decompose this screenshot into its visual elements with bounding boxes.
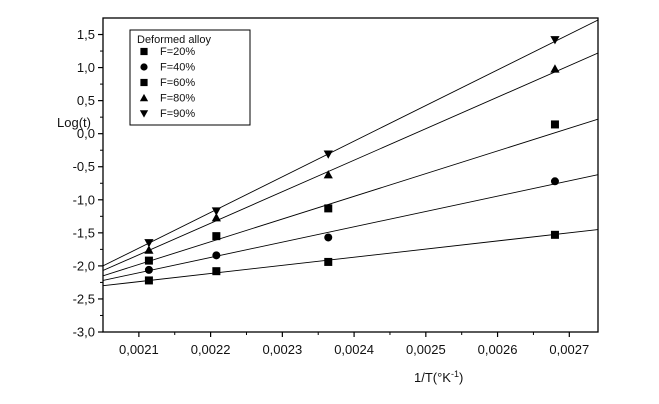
data-point-series-2: [324, 233, 333, 242]
data-point-series-3: [550, 120, 559, 129]
data-point-series-4: [144, 245, 154, 254]
fit-line-series-4: [103, 52, 598, 271]
legend-marker: [140, 78, 148, 87]
legend-title: Deformed alloy: [137, 34, 211, 46]
legend-label: F=80%: [160, 93, 195, 105]
x-tick-label: 0,0026: [478, 342, 518, 357]
fit-line-series-1: [103, 229, 598, 287]
data-point-series-4: [323, 170, 333, 179]
x-axis-label-main: 1/T(°K: [414, 370, 451, 385]
legend-label: F=20%: [160, 46, 195, 58]
data-point-series-5: [144, 239, 154, 248]
legend-items: F=20% F=40% F=60% F=80% F=90%: [139, 46, 195, 120]
data-point-series-5: [323, 150, 333, 159]
y-tick-label: -2,5: [73, 291, 95, 306]
legend-marker: [139, 110, 149, 118]
data-point-series-4: [550, 64, 560, 73]
x-tick-label: 0,0022: [191, 342, 231, 357]
fit-line-series-2: [103, 174, 598, 281]
data-point-series-1: [324, 257, 333, 266]
x-tick-label: 0,0023: [262, 342, 302, 357]
legend-label: F=40%: [160, 62, 195, 74]
x-tick-label: 0,0021: [119, 342, 159, 357]
data-point-series-3: [212, 232, 221, 241]
x-tick-label: 0,0024: [334, 342, 374, 357]
y-tick-label: 1,0: [77, 60, 95, 75]
axis-ticks: 0,0021 0,0022 0,0023 0,0024 0,0025 0,0026 0,00…: [73, 27, 590, 357]
data-markers: [144, 36, 560, 285]
legend-label: F=60%: [160, 77, 195, 89]
x-axis-label-close: ): [459, 370, 463, 385]
data-point-series-5: [550, 36, 560, 45]
x-tick-label: 0,0027: [549, 342, 589, 357]
y-tick-label: 1,5: [77, 27, 95, 42]
y-tick-label: -1,5: [73, 225, 95, 240]
legend: Deformed alloy F=20% F=40% F=60% F=80% F=90%: [129, 29, 251, 126]
data-point-series-1: [550, 230, 559, 239]
y-axis-label: Log(t): [57, 115, 91, 130]
plot-frame: [102, 17, 599, 333]
fit-line-series-5: [103, 19, 598, 267]
legend-marker: [140, 47, 148, 56]
legend-label: F=90%: [160, 108, 195, 120]
x-tick-label: 0,0025: [406, 342, 446, 357]
legend-marker: [139, 93, 149, 102]
x-axis-label: 1/T(°K-1): [414, 369, 463, 385]
y-tick-label: 0,0: [77, 126, 95, 141]
data-point-series-4: [211, 213, 221, 222]
data-point-series-5: [211, 207, 221, 216]
data-point-series-2: [212, 251, 221, 260]
y-tick-label: -1,0: [73, 192, 95, 207]
fit-lines: [103, 19, 598, 287]
legend-box: [129, 29, 251, 126]
y-tick-label: -3,0: [73, 325, 95, 340]
data-point-series-3: [144, 256, 153, 265]
data-point-series-3: [324, 204, 333, 213]
x-axis-label-exponent: -1: [451, 369, 459, 379]
data-point-series-1: [212, 267, 221, 276]
y-tick-label: 0,5: [77, 93, 95, 108]
y-tick-label: -2,0: [73, 258, 95, 273]
data-point-series-2: [144, 265, 153, 274]
y-tick-label: -0,5: [73, 159, 95, 174]
fit-line-series-3: [103, 118, 598, 277]
legend-marker: [140, 63, 148, 71]
data-point-series-2: [550, 177, 559, 186]
data-point-series-1: [144, 276, 153, 285]
